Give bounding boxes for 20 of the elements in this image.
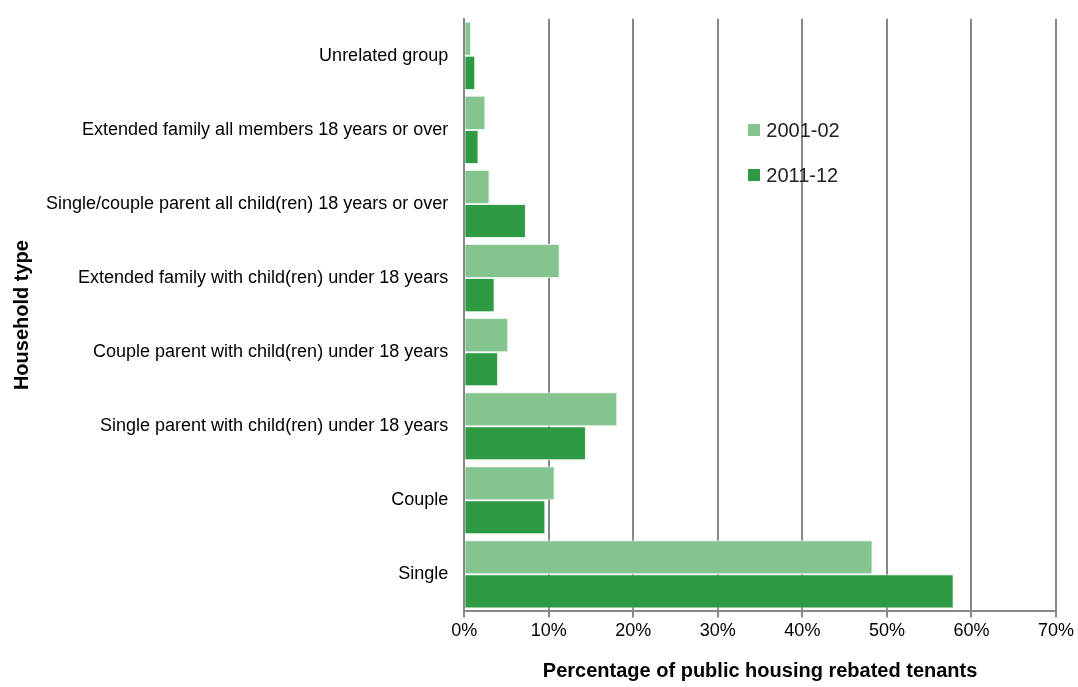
x-tick-label: 60% bbox=[953, 620, 990, 641]
y-tick-label: Couple parent with child(ren) under 18 years bbox=[93, 341, 449, 362]
y-tick-label: Unrelated group bbox=[319, 44, 449, 65]
y-tick-label: Single bbox=[398, 563, 449, 584]
x-axis-title: Percentage of public housing rebated tenants bbox=[542, 658, 978, 681]
legend-label: 2011-12 bbox=[766, 163, 839, 187]
x-tick-label: 70% bbox=[1037, 620, 1075, 641]
y-tick-label: Extended family with child(ren) under 18 years bbox=[78, 267, 449, 288]
x-tick-label: 10% bbox=[530, 620, 567, 641]
x-tick-label: 0% bbox=[451, 620, 478, 641]
y-tick-label: Single parent with child(ren) under 18 years bbox=[100, 415, 449, 436]
y-tick-label: Couple bbox=[391, 489, 449, 510]
y-tick-label: Extended family all members 18 years or over bbox=[82, 118, 449, 139]
legend-label: 2001-02 bbox=[766, 118, 840, 142]
x-tick-label: 50% bbox=[868, 620, 905, 641]
y-axis-title: Household type bbox=[9, 240, 32, 391]
x-tick-label: 40% bbox=[784, 620, 821, 641]
x-tick-label: 30% bbox=[699, 620, 736, 641]
y-tick-label: Single/couple parent all child(ren) 18 years or over bbox=[46, 192, 449, 213]
x-tick-label: 20% bbox=[615, 620, 652, 641]
